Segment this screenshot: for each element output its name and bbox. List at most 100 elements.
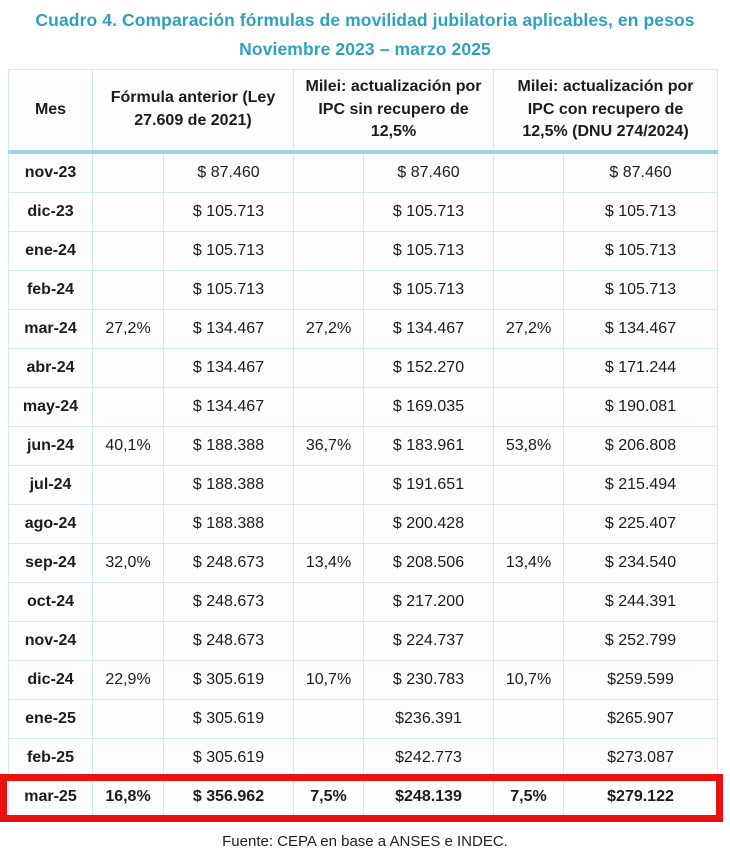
table-row: sep-24 32,0% $ 248.673 13,4% $ 208.506 1… [8,543,719,583]
amount-cell-ipc-con-recupero: $ 105.713 [562,231,719,271]
amount-cell-ipc-sin-recupero: $ 230.783 [363,660,494,700]
pct-cell-formula-anterior [92,621,164,661]
pct-cell-ipc-sin-recupero [293,231,364,271]
amount-cell-formula-anterior: $ 188.388 [163,465,294,505]
amount-cell-formula-anterior: $ 188.388 [163,426,294,466]
table-row: may-24 $ 134.467 $ 169.035 $ 190.081 [8,387,719,427]
month-cell: abr-24 [8,348,93,388]
amount-cell-formula-anterior: $ 105.713 [163,231,294,271]
table-body: nov-23 $ 87.460 $ 87.460 $ 87.460 dic-23… [8,151,719,817]
pct-cell-ipc-sin-recupero [293,387,364,427]
pct-cell-ipc-sin-recupero [293,465,364,505]
pct-cell-formula-anterior [92,582,164,622]
amount-cell-formula-anterior: $ 188.388 [163,504,294,544]
table-row: dic-24 22,9% $ 305.619 10,7% $ 230.783 1… [8,660,719,700]
table-row: jul-24 $ 188.388 $ 191.651 $ 215.494 [8,465,719,505]
amount-cell-ipc-con-recupero: $ 206.808 [562,426,719,466]
pct-cell-ipc-con-recupero [493,699,564,739]
month-cell: dic-24 [8,660,93,700]
month-cell: dic-23 [8,192,93,232]
pct-cell-formula-anterior: 27,2% [92,309,164,349]
amount-cell-ipc-con-recupero: $ 171.244 [562,348,719,388]
pct-cell-ipc-sin-recupero [293,582,364,622]
pct-cell-ipc-con-recupero [493,465,564,505]
pct-cell-ipc-sin-recupero [293,621,364,661]
pct-cell-ipc-con-recupero: 7,5% [493,777,564,817]
pct-cell-ipc-sin-recupero: 36,7% [293,426,364,466]
month-cell: feb-24 [8,270,93,310]
amount-cell-formula-anterior: $ 305.619 [163,699,294,739]
pct-cell-formula-anterior [92,151,164,193]
pct-cell-formula-anterior [92,465,164,505]
month-cell: sep-24 [8,543,93,583]
pct-cell-ipc-con-recupero: 27,2% [493,309,564,349]
source-note: Fuente: CEPA en base a ANSES e INDEC. [222,833,508,850]
month-cell: mar-24 [8,309,93,349]
month-cell: nov-24 [8,621,93,661]
table-row: oct-24 $ 248.673 $ 217.200 $ 244.391 [8,582,719,622]
amount-cell-ipc-con-recupero: $ 225.407 [562,504,719,544]
amount-cell-ipc-sin-recupero: $ 200.428 [363,504,494,544]
month-cell: jun-24 [8,426,93,466]
pct-cell-ipc-con-recupero [493,738,564,778]
month-cell: oct-24 [8,582,93,622]
header-formula-anterior: Fórmula anterior (Ley 27.609 de 2021) [92,69,294,154]
amount-cell-ipc-con-recupero: $265.907 [562,699,719,739]
amount-cell-formula-anterior: $ 105.713 [163,270,294,310]
pct-cell-ipc-sin-recupero: 10,7% [293,660,364,700]
pct-cell-ipc-con-recupero [493,270,564,310]
amount-cell-ipc-sin-recupero: $ 152.270 [363,348,494,388]
pct-cell-formula-anterior: 32,0% [92,543,164,583]
table-row: dic-23 $ 105.713 $ 105.713 $ 105.713 [8,192,719,232]
amount-cell-formula-anterior: $ 87.460 [163,151,294,193]
amount-cell-ipc-con-recupero: $ 87.460 [562,151,719,193]
amount-cell-formula-anterior: $ 305.619 [163,660,294,700]
amount-cell-ipc-sin-recupero: $ 183.961 [363,426,494,466]
pct-cell-ipc-con-recupero [493,192,564,232]
pct-cell-ipc-sin-recupero [293,151,364,193]
pct-cell-ipc-sin-recupero [293,270,364,310]
amount-cell-ipc-con-recupero: $ 252.799 [562,621,719,661]
amount-cell-ipc-con-recupero: $ 190.081 [562,387,719,427]
figure-title-line1: Cuadro 4. Comparación fórmulas de movili… [35,10,695,30]
pct-cell-ipc-con-recupero: 10,7% [493,660,564,700]
amount-cell-formula-anterior: $ 356.962 [163,777,294,817]
month-cell: ene-25 [8,699,93,739]
table-row: mar-24 27,2% $ 134.467 27,2% $ 134.467 2… [8,309,719,349]
comparison-table: Mes Fórmula anterior (Ley 27.609 de 2021… [8,69,719,817]
table-row: ene-25 $ 305.619 $236.391 $265.907 [8,699,719,739]
amount-cell-ipc-sin-recupero: $242.773 [363,738,494,778]
pct-cell-ipc-con-recupero: 53,8% [493,426,564,466]
header-mes: Mes [8,69,93,154]
amount-cell-formula-anterior: $ 134.467 [163,348,294,388]
figure-title: Cuadro 4. Comparación fórmulas de movili… [0,0,730,64]
table-wrap: Mes Fórmula anterior (Ley 27.609 de 2021… [0,69,723,822]
header-row: Mes Fórmula anterior (Ley 27.609 de 2021… [8,69,719,154]
amount-cell-formula-anterior: $ 134.467 [163,387,294,427]
amount-cell-ipc-con-recupero: $ 105.713 [562,192,719,232]
amount-cell-ipc-sin-recupero: $ 105.713 [363,231,494,271]
amount-cell-formula-anterior: $ 248.673 [163,543,294,583]
pct-cell-formula-anterior: 16,8% [92,777,164,817]
month-cell: ene-24 [8,231,93,271]
table-row: ene-24 $ 105.713 $ 105.713 $ 105.713 [8,231,719,271]
pct-cell-ipc-sin-recupero [293,738,364,778]
amount-cell-formula-anterior: $ 134.467 [163,309,294,349]
table-row: mar-25 16,8% $ 356.962 7,5% $248.139 7,5… [8,777,719,817]
pct-cell-ipc-sin-recupero: 7,5% [293,777,364,817]
pct-cell-ipc-sin-recupero: 13,4% [293,543,364,583]
amount-cell-formula-anterior: $ 105.713 [163,192,294,232]
pct-cell-ipc-con-recupero: 13,4% [493,543,564,583]
table-row: feb-24 $ 105.713 $ 105.713 $ 105.713 [8,270,719,310]
amount-cell-ipc-sin-recupero: $248.139 [363,777,494,817]
amount-cell-ipc-sin-recupero: $ 105.713 [363,192,494,232]
amount-cell-ipc-sin-recupero: $ 87.460 [363,151,494,193]
amount-cell-ipc-con-recupero: $273.087 [562,738,719,778]
pct-cell-ipc-con-recupero [493,387,564,427]
amount-cell-ipc-sin-recupero: $236.391 [363,699,494,739]
amount-cell-ipc-con-recupero: $ 234.540 [562,543,719,583]
amount-cell-formula-anterior: $ 248.673 [163,621,294,661]
pct-cell-formula-anterior [92,192,164,232]
pct-cell-formula-anterior [92,504,164,544]
